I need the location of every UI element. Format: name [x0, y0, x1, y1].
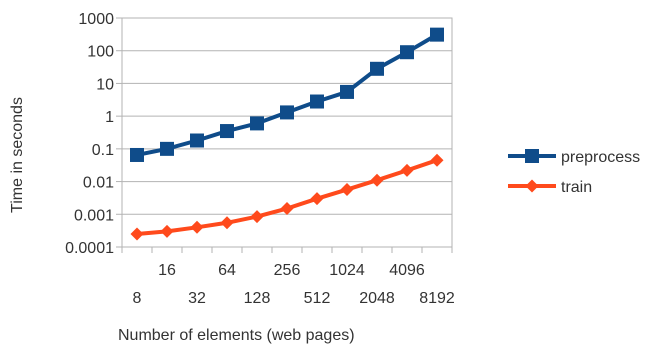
- data-point-train: [310, 192, 324, 206]
- data-point-preprocess: [310, 94, 324, 109]
- x-tick-label: 1024: [329, 262, 365, 279]
- x-tick-label: 256: [274, 262, 301, 279]
- y-tick-label: 0.01: [83, 175, 114, 192]
- x-tick-label: 512: [304, 290, 331, 307]
- y-tick-label: 0.0001: [65, 240, 114, 257]
- axis-labels: Time in seconds Number of elements (web …: [9, 97, 355, 344]
- data-point-train: [160, 224, 174, 238]
- series-line-preprocess: [136, 32, 439, 157]
- y-tick-label: 1: [105, 109, 114, 126]
- data-point-train: [190, 220, 204, 234]
- data-point-preprocess: [190, 133, 204, 148]
- y-tick-label: 10: [96, 76, 114, 93]
- legend-label: train: [561, 179, 592, 196]
- legend-item-train: train: [508, 179, 592, 196]
- legend-label: preprocess: [561, 149, 640, 166]
- data-point-train: [370, 173, 384, 187]
- data-point-preprocess: [400, 45, 414, 60]
- data-point-preprocess: [160, 141, 174, 156]
- data-point-train: [280, 202, 294, 216]
- data-point-preprocess: [370, 61, 384, 76]
- y-tick-label: 1000: [78, 11, 114, 28]
- x-tick-label: 32: [188, 290, 206, 307]
- x-axis-label: Number of elements (web pages): [118, 327, 355, 344]
- data-point-train: [400, 163, 414, 177]
- x-tick-label: 64: [218, 262, 236, 279]
- y-axis-label: Time in seconds: [9, 97, 26, 213]
- plot-frame: [121, 17, 453, 248]
- data-point-preprocess: [130, 147, 144, 162]
- data-point-train: [430, 153, 444, 167]
- x-tick-label: 4096: [389, 262, 425, 279]
- data-point-preprocess: [280, 105, 294, 120]
- data-point-train: [130, 227, 144, 241]
- data-point-preprocess: [250, 116, 264, 131]
- legend-marker: [525, 149, 539, 163]
- data-point-train: [220, 216, 234, 230]
- legend-marker: [525, 179, 539, 193]
- x-tick-label: 16: [158, 262, 176, 279]
- axes: 0.0001 0.001 0.01 0.1 1 10 100 1000 8 16 32 64 12825…: [65, 11, 455, 307]
- data-point-preprocess: [430, 27, 444, 42]
- legend-item-preprocess: preprocess: [508, 149, 640, 166]
- data-point-train: [340, 183, 354, 197]
- data-point-preprocess: [340, 84, 354, 99]
- x-tick-label: 8192: [419, 290, 455, 307]
- series-layer: [130, 27, 444, 241]
- x-tick-label: 128: [244, 290, 271, 307]
- x-tick-label: 8: [133, 290, 142, 307]
- x-tick-label: 2048: [359, 290, 395, 307]
- series-preprocess: [130, 27, 444, 162]
- y-tick-label: 0.1: [92, 142, 114, 159]
- legend: preprocess train: [508, 149, 640, 196]
- series-line-train: [136, 158, 438, 236]
- y-tick-label: 0.001: [74, 207, 114, 224]
- data-point-train: [250, 210, 264, 224]
- y-tick-label: 100: [87, 44, 114, 61]
- series-train: [130, 153, 444, 241]
- data-point-preprocess: [220, 124, 234, 139]
